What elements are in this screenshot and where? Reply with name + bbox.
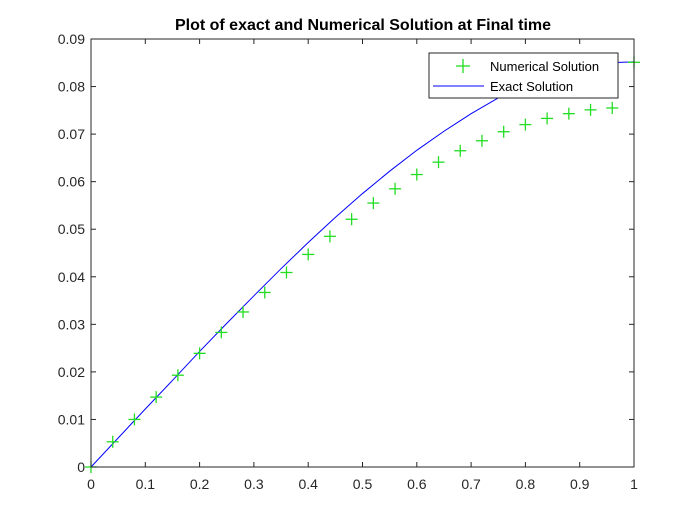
x-tick-label: 0.3: [244, 476, 264, 492]
x-tick-label: 0: [87, 476, 95, 492]
plot-area: [91, 39, 634, 467]
numerical-point-marker: [410, 168, 423, 181]
axis-ticks: 0 0.1 0.2 0.3 0.4 0.5 0.6 0.7 0.8 0.9 1 0 0.01 0.02 0.…: [58, 31, 638, 492]
x-tick-label: 0.5: [353, 476, 373, 492]
numerical-point-marker: [150, 391, 163, 404]
legend-label-numerical: Numerical Solution: [490, 59, 599, 74]
numerical-point-marker: [215, 326, 228, 339]
y-tick-label: 0.01: [58, 411, 85, 427]
y-tick-label: 0.09: [58, 31, 85, 47]
numerical-point-marker: [584, 103, 597, 116]
numerical-point-marker: [237, 305, 250, 318]
y-tick-label: 0.08: [58, 79, 85, 95]
y-tick-label: 0.03: [58, 316, 85, 332]
legend-entry-exact: Exact Solution: [433, 79, 573, 94]
x-tick-label: 1: [630, 476, 638, 492]
numerical-point-marker: [432, 156, 445, 169]
numerical-point-marker: [454, 144, 467, 157]
x-tick-label: 0.1: [136, 476, 156, 492]
numerical-point-marker: [606, 101, 619, 114]
numerical-point-marker: [497, 125, 510, 138]
numerical-point-marker: [171, 369, 184, 382]
x-tick-label: 0.2: [190, 476, 210, 492]
legend-entry-numerical: Numerical Solution: [456, 59, 599, 74]
y-tick-label: 0: [77, 459, 85, 475]
plot-frame: [90, 38, 635, 468]
y-tick-label: 0.07: [58, 126, 85, 142]
legend: Numerical Solution Exact Solution: [428, 52, 619, 99]
numerical-point-marker: [106, 435, 119, 448]
numerical-point-marker: [541, 112, 554, 125]
x-tick-label: 0.9: [570, 476, 590, 492]
numerical-point-marker: [258, 286, 271, 299]
x-tick-label: 0.7: [461, 476, 481, 492]
x-tick-label: 0.8: [516, 476, 536, 492]
y-tick-label: 0.06: [58, 174, 85, 190]
numerical-point-marker: [519, 118, 532, 131]
x-tick-label: 0.4: [298, 476, 318, 492]
x-tick-label: 0.6: [407, 476, 427, 492]
numerical-point-marker: [128, 413, 141, 426]
numerical-point-marker: [562, 107, 575, 120]
numerical-point-marker: [345, 213, 358, 226]
numerical-point-marker: [367, 197, 380, 210]
y-tick-label: 0.02: [58, 364, 85, 380]
numerical-point-marker: [280, 266, 293, 279]
numerical-point-marker: [323, 230, 336, 243]
legend-box: [428, 52, 619, 99]
numerical-point-marker: [389, 182, 402, 195]
numerical-point-marker: [302, 248, 315, 261]
numerical-point-marker: [193, 347, 206, 360]
numerical-point-marker: [475, 134, 488, 147]
chart-title: Plot of exact and Numerical Solution at …: [175, 17, 551, 34]
y-tick-label: 0.05: [58, 221, 85, 237]
y-tick-label: 0.04: [58, 269, 85, 285]
legend-label-exact: Exact Solution: [490, 79, 573, 94]
